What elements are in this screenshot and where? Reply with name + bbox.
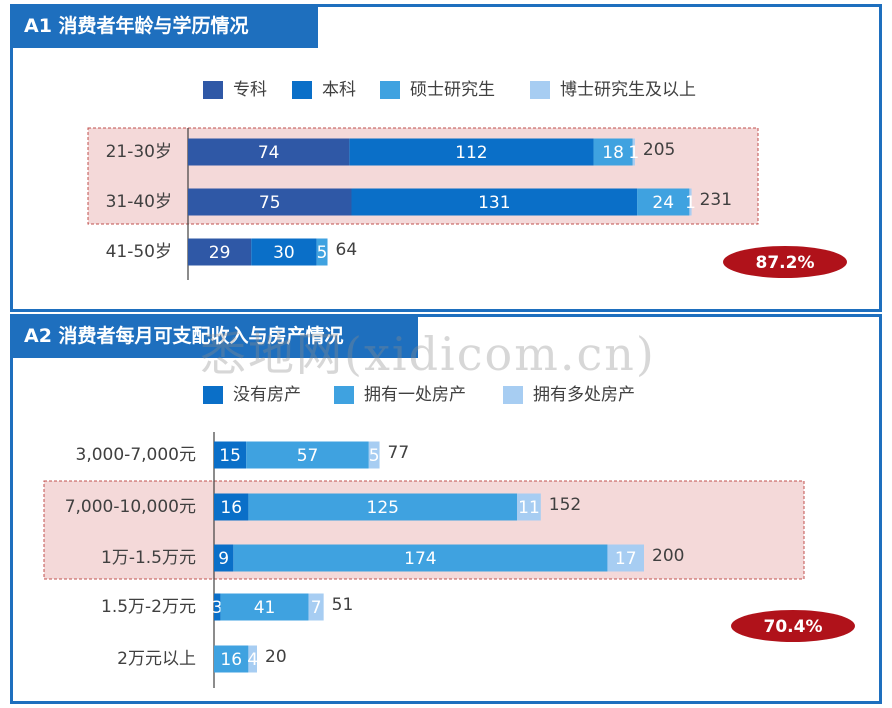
bar-segment xyxy=(368,441,380,469)
bar-value-label: 18 xyxy=(602,143,624,163)
panel-a2-title: A2 消费者每月可支配收入与房产情况 xyxy=(10,314,418,358)
bar-segment xyxy=(593,138,633,166)
bar-segment xyxy=(188,138,350,166)
legend-swatch xyxy=(292,81,312,99)
bar-value-label: 74 xyxy=(258,143,280,163)
bar-value-label: 4 xyxy=(247,650,258,670)
category-label: 7,000-10,000元 xyxy=(65,497,196,517)
bar-segment xyxy=(214,493,249,521)
legend-label: 没有房产 xyxy=(233,385,301,405)
bar-segment xyxy=(248,645,257,673)
bar-total-label: 200 xyxy=(652,546,684,566)
bar-value-label: 29 xyxy=(209,243,231,263)
legend-swatch xyxy=(203,386,223,404)
bar-segment xyxy=(251,238,317,266)
bar-segment xyxy=(632,138,635,166)
bar-total-label: 205 xyxy=(643,140,675,160)
category-label: 31-40岁 xyxy=(106,192,172,212)
bar-segment xyxy=(607,544,644,572)
bar-segment xyxy=(214,544,234,572)
legend-label: 专科 xyxy=(233,80,267,100)
bar-total-label: 77 xyxy=(388,443,410,463)
bar-segment xyxy=(351,188,638,216)
legend-swatch xyxy=(334,386,354,404)
bar-value-label: 9 xyxy=(218,549,229,569)
category-label: 1.5万-2万元 xyxy=(101,597,196,617)
bar-value-label: 3 xyxy=(212,598,223,618)
bar-segment xyxy=(188,238,252,266)
bar-segment xyxy=(316,238,328,266)
bar-segment xyxy=(220,593,309,621)
percentage-badge xyxy=(723,246,847,278)
bar-segment xyxy=(248,493,518,521)
percentage-badge-label: 87.2% xyxy=(756,253,815,273)
legend-label: 博士研究生及以上 xyxy=(560,80,696,100)
bar-value-label: 16 xyxy=(220,498,242,518)
bar-value-label: 16 xyxy=(220,650,242,670)
bar-total-label: 20 xyxy=(265,647,287,667)
legend-label: 拥有一处房产 xyxy=(364,385,466,405)
bar-segment xyxy=(637,188,690,216)
bar-segment xyxy=(214,645,249,673)
percentage-badge xyxy=(731,610,855,642)
bar-segment xyxy=(214,593,221,621)
bar-segment xyxy=(246,441,369,469)
legend-label: 拥有多处房产 xyxy=(533,385,635,405)
bar-value-label: 15 xyxy=(219,446,241,466)
bar-value-label: 1 xyxy=(628,143,639,163)
bar-value-label: 125 xyxy=(367,498,399,518)
bar-value-label: 112 xyxy=(455,143,487,163)
panel-a1-title: A1 消费者年龄与学历情况 xyxy=(10,4,318,48)
bar-value-label: 174 xyxy=(404,549,436,569)
bar-total-label: 231 xyxy=(700,190,732,210)
bar-segment xyxy=(308,593,324,621)
bar-value-label: 30 xyxy=(273,243,295,263)
bar-total-label: 152 xyxy=(549,495,581,515)
category-label: 3,000-7,000元 xyxy=(76,445,196,465)
bar-value-label: 17 xyxy=(615,549,637,569)
bar-segment xyxy=(689,188,692,216)
legend-swatch xyxy=(203,81,223,99)
bar-value-label: 41 xyxy=(254,598,276,618)
bar-value-label: 5 xyxy=(369,446,380,466)
bar-value-label: 7 xyxy=(311,598,322,618)
legend-label: 硕士研究生 xyxy=(410,80,495,100)
bar-total-label: 64 xyxy=(336,240,358,260)
bar-segment xyxy=(214,441,247,469)
bar-value-label: 11 xyxy=(518,498,540,518)
category-label: 1万-1.5万元 xyxy=(101,548,196,568)
bar-value-label: 57 xyxy=(297,446,319,466)
category-label: 41-50岁 xyxy=(106,242,172,262)
bar-total-label: 51 xyxy=(332,595,354,615)
legend-label: 本科 xyxy=(322,80,356,100)
bar-segment xyxy=(188,188,352,216)
percentage-badge-label: 70.4% xyxy=(764,617,823,637)
bar-value-label: 131 xyxy=(478,193,510,213)
legend-swatch xyxy=(380,81,400,99)
bar-segment xyxy=(517,493,541,521)
bar-value-label: 24 xyxy=(652,193,674,213)
legend-swatch xyxy=(503,386,523,404)
bar-value-label: 75 xyxy=(259,193,281,213)
category-label: 21-30岁 xyxy=(106,142,172,162)
bar-value-label: 1 xyxy=(685,193,696,213)
bar-value-label: 5 xyxy=(317,243,328,263)
legend-swatch xyxy=(530,81,550,99)
bar-segment xyxy=(349,138,594,166)
category-label: 2万元以上 xyxy=(117,649,196,669)
bar-segment xyxy=(233,544,608,572)
